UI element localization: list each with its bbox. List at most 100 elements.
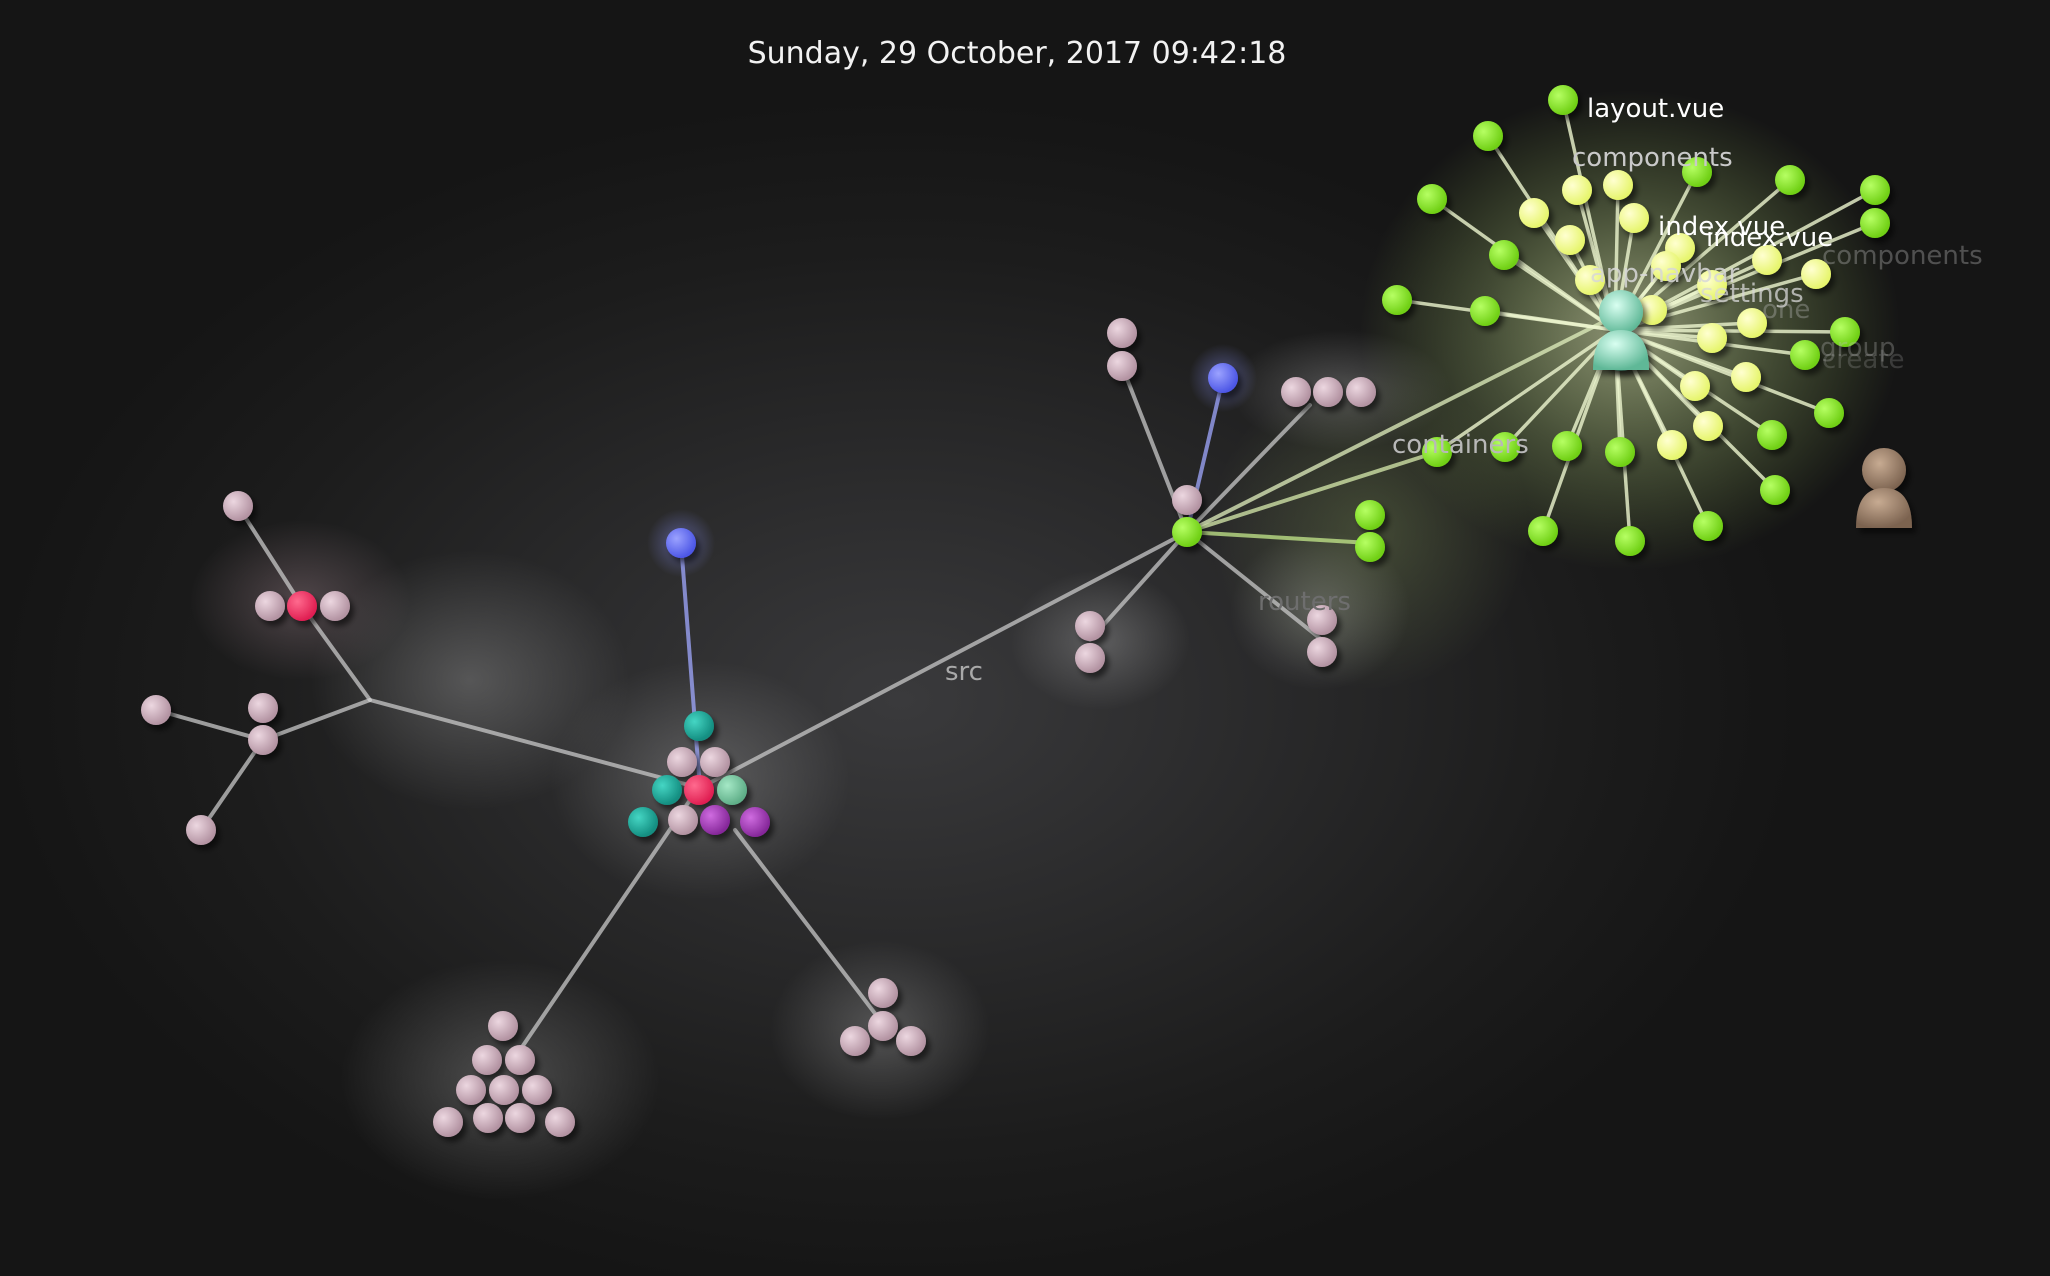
file-node[interactable] xyxy=(1651,251,1681,281)
file-node[interactable] xyxy=(1473,121,1503,151)
file-node[interactable] xyxy=(1605,437,1635,467)
file-node[interactable] xyxy=(186,815,216,845)
file-node[interactable] xyxy=(1562,175,1592,205)
file-node[interactable] xyxy=(1281,377,1311,407)
file-node[interactable] xyxy=(1775,165,1805,195)
file-node[interactable] xyxy=(1208,363,1238,393)
file-node[interactable] xyxy=(1760,475,1790,505)
file-node[interactable] xyxy=(740,807,770,837)
file-node[interactable] xyxy=(488,1011,518,1041)
file-node[interactable] xyxy=(1637,295,1667,325)
file-node[interactable] xyxy=(717,775,747,805)
edge xyxy=(1185,530,1324,642)
file-node[interactable] xyxy=(1860,175,1890,205)
file-node[interactable] xyxy=(1752,245,1782,275)
file-node[interactable] xyxy=(1860,208,1890,238)
file-node[interactable] xyxy=(1801,259,1831,289)
file-node[interactable] xyxy=(141,695,171,725)
file-node[interactable] xyxy=(489,1075,519,1105)
file-node[interactable] xyxy=(1737,308,1767,338)
file-node[interactable] xyxy=(1814,398,1844,428)
file-node[interactable] xyxy=(1107,318,1137,348)
file-node[interactable] xyxy=(1519,198,1549,228)
file-node[interactable] xyxy=(1490,432,1520,462)
file-node[interactable] xyxy=(1693,411,1723,441)
file-node[interactable] xyxy=(1657,430,1687,460)
edge xyxy=(1614,321,1753,332)
file-node[interactable] xyxy=(1682,157,1712,187)
file-node[interactable] xyxy=(287,591,317,621)
file-node[interactable] xyxy=(684,775,714,805)
file-node[interactable] xyxy=(868,1011,898,1041)
file-node[interactable] xyxy=(456,1075,486,1105)
file-node[interactable] xyxy=(1548,85,1578,115)
file-node[interactable] xyxy=(1107,351,1137,381)
file-node[interactable] xyxy=(1307,637,1337,667)
glow-layer xyxy=(190,90,1900,1200)
file-node[interactable] xyxy=(433,1107,463,1137)
file-node[interactable] xyxy=(1355,532,1385,562)
file-node[interactable] xyxy=(522,1075,552,1105)
file-node[interactable] xyxy=(1075,611,1105,641)
file-node[interactable] xyxy=(1697,270,1727,300)
file-node[interactable] xyxy=(868,978,898,1008)
file-node[interactable] xyxy=(1172,517,1202,547)
dir-label-src: src xyxy=(945,657,983,687)
file-node[interactable] xyxy=(255,591,285,621)
edge xyxy=(1484,309,1616,332)
file-node[interactable] xyxy=(1307,605,1337,635)
file-node[interactable] xyxy=(700,805,730,835)
file-node[interactable] xyxy=(1422,437,1452,467)
file-node[interactable] xyxy=(1603,170,1633,200)
file-node[interactable] xyxy=(652,775,682,805)
file-node[interactable] xyxy=(666,528,696,558)
file-node[interactable] xyxy=(505,1103,535,1133)
file-node[interactable] xyxy=(1489,240,1519,270)
dir-label-app-navbar: app-navbar xyxy=(1590,259,1740,289)
file-node[interactable] xyxy=(1528,516,1558,546)
file-node[interactable] xyxy=(684,711,714,741)
file-node[interactable] xyxy=(545,1107,575,1137)
file-node[interactable] xyxy=(1575,265,1605,295)
file-node[interactable] xyxy=(1172,485,1202,515)
file-node[interactable] xyxy=(1693,511,1723,541)
file-node[interactable] xyxy=(1697,323,1727,353)
edge xyxy=(1185,530,1372,545)
file-node[interactable] xyxy=(248,693,278,723)
file-node[interactable] xyxy=(896,1026,926,1056)
file-node[interactable] xyxy=(1355,500,1385,530)
file-node[interactable] xyxy=(667,747,697,777)
user-avatar-icon[interactable] xyxy=(1593,290,1649,370)
file-node[interactable] xyxy=(1313,377,1343,407)
file-node[interactable] xyxy=(628,807,658,837)
file-node[interactable] xyxy=(1417,184,1447,214)
file-node[interactable] xyxy=(668,805,698,835)
file-node[interactable] xyxy=(840,1026,870,1056)
file-node[interactable] xyxy=(1830,317,1860,347)
user-avatar-icon[interactable] xyxy=(1856,448,1912,528)
edge xyxy=(236,504,304,608)
file-node[interactable] xyxy=(1790,340,1820,370)
file-node[interactable] xyxy=(1757,420,1787,450)
file-node[interactable] xyxy=(248,725,278,755)
file-node[interactable] xyxy=(1615,526,1645,556)
file-node[interactable] xyxy=(473,1103,503,1133)
file-nodes[interactable] xyxy=(141,85,1890,1137)
file-node[interactable] xyxy=(1552,431,1582,461)
file-node[interactable] xyxy=(1382,285,1412,315)
file-node[interactable] xyxy=(1346,377,1376,407)
file-node[interactable] xyxy=(472,1045,502,1075)
file-node[interactable] xyxy=(1470,296,1500,326)
file-node[interactable] xyxy=(1731,362,1761,392)
file-node[interactable] xyxy=(505,1045,535,1075)
file-node[interactable] xyxy=(1075,643,1105,673)
file-node[interactable] xyxy=(223,491,253,521)
file-node[interactable] xyxy=(700,747,730,777)
file-node[interactable] xyxy=(320,591,350,621)
edge xyxy=(1614,328,1846,334)
file-node[interactable] xyxy=(1555,225,1585,255)
file-node[interactable] xyxy=(1619,203,1649,233)
file-node[interactable] xyxy=(1680,371,1710,401)
